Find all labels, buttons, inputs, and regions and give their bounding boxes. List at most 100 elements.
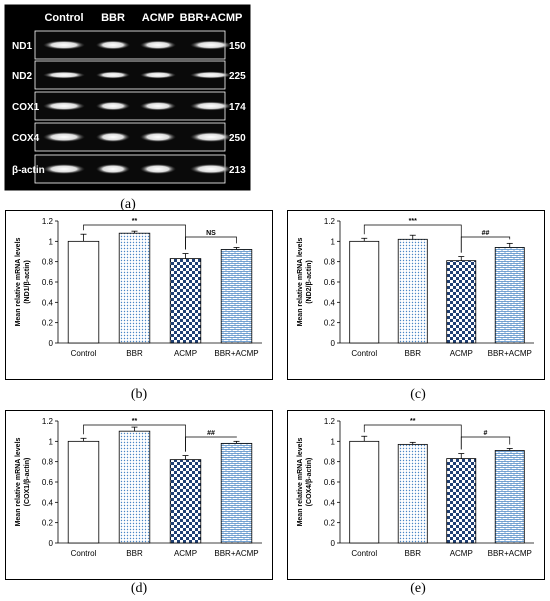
gel-band [43,40,85,50]
y-tick-label: 0.6 [42,278,54,287]
gel-band [140,164,176,174]
y-tick-label: 0.2 [42,319,54,328]
bar [67,440,100,544]
y-tick-label: 0.2 [324,519,336,528]
y-tick-label: 0.6 [324,478,336,487]
bar [169,258,202,344]
bar [169,459,202,544]
panel-label-c: (c) [410,387,426,402]
significance-label: ** [410,418,416,425]
x-tick-label: BBR [126,349,143,358]
x-tick-label: ACMP [450,349,473,358]
gel-band [43,101,85,111]
y-tick-label: 1 [331,437,336,446]
x-tick-label: Control [351,349,377,358]
bar [349,440,380,544]
significance-label: *** [409,218,417,225]
x-tick-label: BBR [405,349,422,358]
panel-label-e: (e) [410,581,426,596]
x-tick-label: Control [351,549,377,558]
gel-size-label: 213 [229,165,246,176]
x-tick-label: BBR+ACMP [488,549,532,558]
gel-gene-label: COX1 [12,102,40,113]
y-axis-label: Mean relative mRNA levels (COX1/β-actin) [15,437,31,526]
significance-bracket [185,436,237,452]
gel-electrophoresis-image: Control BBR ACMP BBR+ACMP ND1 150 ND2 225 COX1 1… [0,0,550,215]
gel-band [96,164,130,174]
y-axis-label: Mean relative mRNA levels (ND1/β-actin) [15,237,31,326]
chart-panel-d: 0 0.2 0.4 0.6 0.8 1 1.2 Mean relative mRNA leve… [5,410,273,580]
gel-band [140,101,176,111]
gel-gene-label: ND2 [12,71,32,82]
y-tick-label: 0.2 [42,519,54,528]
gel-band [43,71,85,79]
gel-band [190,71,232,79]
significance-label: ## [482,230,490,237]
y-tick-label: 0.4 [324,298,336,307]
y-tick-label: 1.2 [324,217,336,226]
significance-bracket [460,436,511,450]
x-tick-label: BBR+ACMP [488,349,532,358]
y-tick-label: 0.8 [324,258,336,267]
panel-label-b: (b) [130,387,148,402]
y-tick-label: 0 [49,539,54,548]
gel-gene-label: β-actin [12,165,45,176]
x-tick-label: BBR+ACMP [214,349,258,358]
gel-caption: (a) [120,197,136,212]
x-tick-label: Control [71,349,97,358]
x-tick-label: BBR [405,549,422,558]
y-tick-label: 0.4 [324,498,336,507]
x-tick-label: ACMP [174,349,197,358]
x-tick-label: Control [71,549,97,558]
y-tick-label: 1 [49,237,54,246]
y-axis-label: Mean relative mRNA levels (ND2/β-actin) [297,237,313,326]
y-tick-label: 1.2 [42,217,54,226]
bar [349,240,380,344]
gel-size-label: 150 [229,41,246,52]
gel-band [43,132,85,142]
y-tick-label: 0.6 [324,278,336,287]
gel-size-label: 225 [229,71,246,82]
bar [446,260,477,344]
bar [397,443,428,544]
significance-bracket [460,236,511,253]
bar [397,238,428,344]
y-tick-label: 0.8 [42,258,54,267]
gel-band [140,132,176,142]
y-tick-label: 0.8 [42,458,54,467]
y-tick-label: 1.2 [324,417,336,426]
gel-band [190,164,232,174]
x-tick-label: ACMP [174,549,197,558]
bar [118,430,151,544]
y-tick-label: 0.4 [42,298,54,307]
chart-panel-e: 0 0.2 0.4 0.6 0.8 1 1.2 Mean relative mRNA leve… [287,410,545,580]
gel-band [96,40,130,50]
y-tick-label: 0 [49,339,54,348]
y-tick-label: 0.2 [324,319,336,328]
gel-band [96,71,130,79]
chart-panel-b: 0 0.2 0.4 0.6 0.8 1 1.2 Mean relative mRNA leve… [5,210,273,380]
y-tick-label: 0 [331,539,336,548]
bar [67,240,100,344]
bar [220,442,253,544]
significance-label: # [484,430,488,437]
gel-lane-label: BBR+ACMP [180,12,243,24]
x-tick-label: BBR [126,549,143,558]
gel-size-label: 174 [229,102,246,113]
gel-band [96,101,130,111]
gel-lane-label: BBR [101,12,125,24]
gel-band [190,132,232,142]
gel-band [190,101,232,111]
significance-label: ** [132,218,138,225]
y-tick-label: 0.8 [324,458,336,467]
y-tick-label: 0.6 [42,478,54,487]
bar [118,232,151,344]
significance-label: ** [132,418,138,425]
gel-band [140,40,176,50]
x-tick-label: BBR+ACMP [214,549,258,558]
y-tick-label: 1.2 [42,417,54,426]
y-tick-label: 1 [49,437,54,446]
y-axis-label: Mean relative mRNA levels (COX4/β-actin) [297,437,313,526]
gel-gene-label: ND1 [12,41,32,52]
bar [494,450,525,544]
